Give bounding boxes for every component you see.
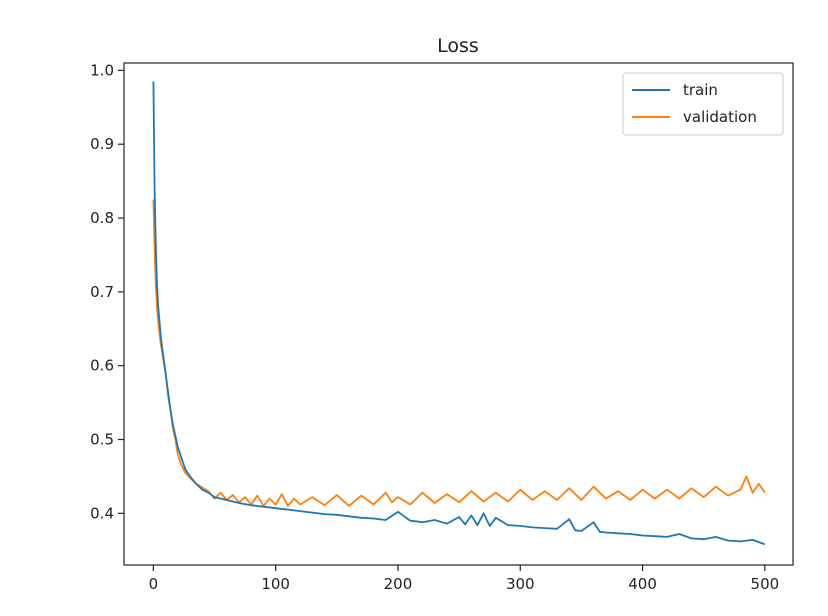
legend-box [622,72,784,136]
y-tick-label: 0.6 [90,357,114,375]
x-tick-label: 0 [149,575,159,593]
y-tick-label: 0.5 [90,431,114,449]
x-tick-label: 400 [628,575,657,593]
y-tick-label: 0.9 [90,135,114,153]
series-line-train [152,81,766,546]
y-axis: 0.4 0.5 0.6 0.7 0.8 0.9 1.0 [90,61,124,522]
chart-title: Loss [437,35,479,57]
legend-label-train: train [683,81,718,99]
x-tick-label: 300 [506,575,535,593]
x-axis: 0 100 200 300 400 500 [149,565,780,593]
y-tick-label: 0.4 [90,504,114,522]
series-line-validation [152,199,766,507]
y-tick-label: 0.8 [90,209,114,227]
legend-label-validation: validation [683,108,757,126]
plot-frame [123,62,794,566]
x-tick-label: 200 [384,575,413,593]
x-tick-label: 500 [751,575,780,593]
legend: train validation [622,72,784,136]
y-tick-label: 1.0 [90,61,114,79]
series-layer [152,81,766,546]
y-tick-label: 0.7 [90,283,114,301]
x-tick-label: 100 [261,575,290,593]
